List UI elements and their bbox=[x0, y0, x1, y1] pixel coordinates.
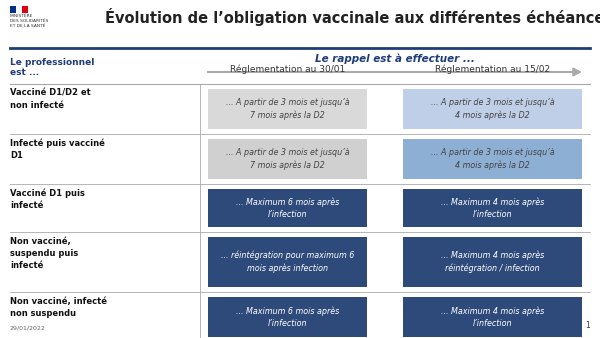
Text: ... Maximum 4 mois après
réintégration / infection: ... Maximum 4 mois après réintégration /… bbox=[441, 251, 544, 273]
Bar bbox=[208, 237, 367, 287]
Bar bbox=[403, 89, 582, 129]
Text: Non vacciné, infecté
non suspendu: Non vacciné, infecté non suspendu bbox=[10, 297, 107, 318]
Bar bbox=[10, 6, 16, 13]
Bar bbox=[208, 189, 367, 227]
Bar bbox=[22, 6, 28, 13]
Text: Non vacciné,
suspendu puis
infecté: Non vacciné, suspendu puis infecté bbox=[10, 237, 78, 270]
Bar bbox=[16, 6, 22, 13]
Text: ... réintégration pour maximum 6
mois après infection: ... réintégration pour maximum 6 mois ap… bbox=[221, 251, 354, 273]
Text: ... A partir de 3 mois et jusqu’à
7 mois après la D2: ... A partir de 3 mois et jusqu’à 7 mois… bbox=[226, 98, 349, 120]
Bar bbox=[403, 139, 582, 179]
Text: ... Maximum 6 mois après
l’infection: ... Maximum 6 mois après l’infection bbox=[236, 197, 339, 219]
Bar bbox=[403, 297, 582, 337]
Text: Infecté puis vacciné
D1: Infecté puis vacciné D1 bbox=[10, 139, 105, 160]
Text: ... A partir de 3 mois et jusqu’à
4 mois après la D2: ... A partir de 3 mois et jusqu’à 4 mois… bbox=[431, 148, 554, 170]
Text: ... A partir de 3 mois et jusqu’à
4 mois après la D2: ... A partir de 3 mois et jusqu’à 4 mois… bbox=[431, 98, 554, 120]
Text: Le professionnel
est ...: Le professionnel est ... bbox=[10, 58, 94, 77]
Text: 1: 1 bbox=[585, 321, 590, 330]
Text: Vacciné D1 puis
infecté: Vacciné D1 puis infecté bbox=[10, 189, 85, 210]
Text: ... Maximum 6 mois après
l’infection: ... Maximum 6 mois après l’infection bbox=[236, 306, 339, 328]
Text: ... Maximum 4 mois après
l’infection: ... Maximum 4 mois après l’infection bbox=[441, 306, 544, 328]
Text: Réglementation au 15/02: Réglementation au 15/02 bbox=[435, 64, 550, 73]
Text: 29/01/2022: 29/01/2022 bbox=[10, 325, 46, 330]
Text: Vacciné D1/D2 et
non infecté: Vacciné D1/D2 et non infecté bbox=[10, 89, 91, 110]
Text: MINISTÈRE
DES SOLIDARITÉS
ET DE LA SANTÉ: MINISTÈRE DES SOLIDARITÉS ET DE LA SANTÉ bbox=[10, 14, 49, 28]
Bar bbox=[208, 139, 367, 179]
Text: Le rappel est à effectuer ...: Le rappel est à effectuer ... bbox=[315, 54, 475, 65]
Text: Réglementation au 30/01: Réglementation au 30/01 bbox=[230, 64, 345, 73]
Text: Évolution de l’obligation vaccinale aux différentes échéances: Évolution de l’obligation vaccinale aux … bbox=[105, 8, 600, 26]
Bar bbox=[403, 237, 582, 287]
Text: ... A partir de 3 mois et jusqu’à
7 mois après la D2: ... A partir de 3 mois et jusqu’à 7 mois… bbox=[226, 148, 349, 170]
Bar bbox=[208, 297, 367, 337]
Text: ... Maximum 4 mois après
l’infection: ... Maximum 4 mois après l’infection bbox=[441, 197, 544, 219]
Bar bbox=[403, 189, 582, 227]
Bar bbox=[208, 89, 367, 129]
